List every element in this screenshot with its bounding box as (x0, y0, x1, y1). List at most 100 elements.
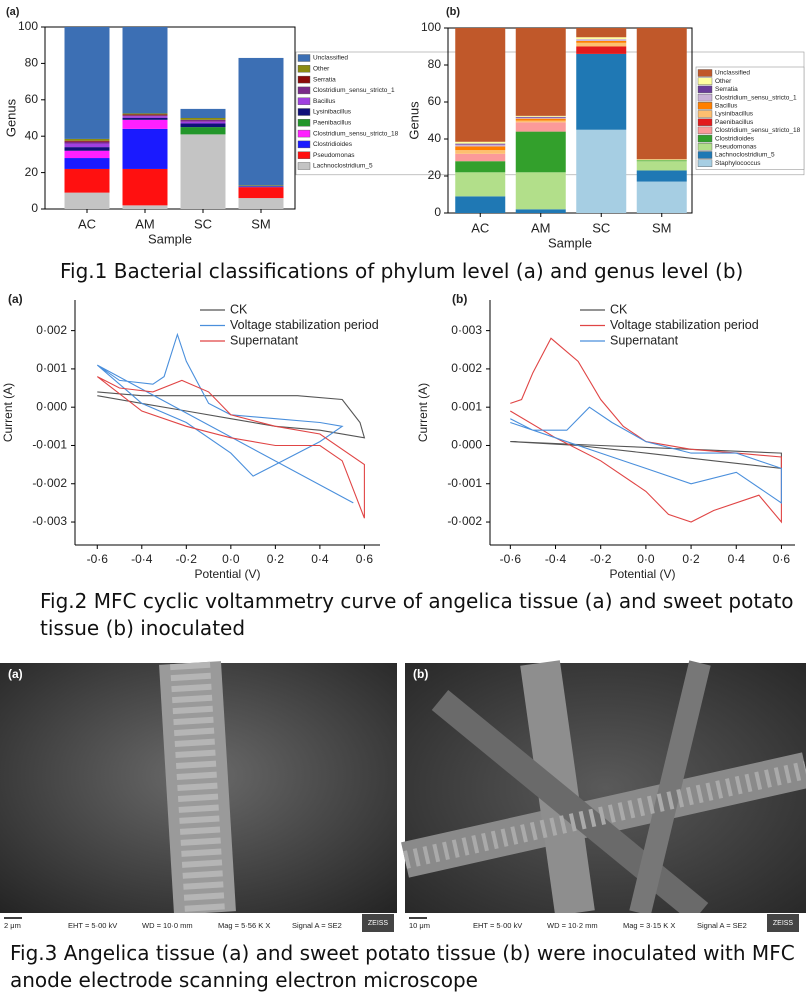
x-tick-label: AC (471, 220, 489, 235)
bar-segment (636, 28, 687, 160)
y-tick-label: -0·003 (32, 514, 67, 528)
legend-label: Voltage stabilization period (610, 318, 759, 332)
x-tick-label: -0·6 (87, 552, 109, 566)
x-tick-label: SC (592, 220, 610, 235)
bar-segment (238, 198, 284, 209)
legend-label: Other (313, 66, 330, 73)
legend-label: Pseudomonas (313, 152, 355, 159)
cv-curve (96, 376, 365, 519)
x-axis-label: Sample (548, 235, 592, 250)
bar-segment (64, 141, 110, 144)
y-tick-label: 0·002 (36, 323, 67, 337)
plot-frame (447, 27, 693, 214)
legend-swatch (297, 97, 311, 105)
bar-segment (576, 129, 627, 213)
legend-swatch (697, 151, 713, 159)
y-tick-label: 100 (421, 20, 441, 34)
legend-label: CK (230, 302, 248, 316)
y-tick-label: 60 (428, 94, 442, 108)
bar-segment (636, 159, 687, 161)
bar-segment (122, 168, 168, 206)
legend-label: Lachnoclostridium_5 (715, 152, 775, 159)
x-tick-label: AM (135, 216, 155, 231)
bar-segment (576, 53, 627, 130)
bar-segment (180, 119, 226, 122)
bar-segment (122, 128, 168, 169)
x-axis-label: Sample (148, 231, 192, 246)
caption: Fig.2 MFC cyclic voltammetry curve of an… (40, 589, 794, 640)
x-tick-label: 0·6 (773, 552, 791, 566)
bar-segment (515, 115, 566, 117)
legend-swatch (297, 108, 311, 116)
x-axis-label: Potential (V) (609, 567, 675, 581)
y-axis-label: Genus (3, 98, 18, 137)
bar-segment (122, 113, 168, 115)
x-tick-label: SC (194, 216, 212, 231)
bar-segment (576, 28, 627, 38)
legend-label: Serratia (715, 86, 738, 93)
panel-label: (b) (446, 6, 460, 18)
y-tick-label: 40 (428, 131, 442, 145)
bar-segment (122, 205, 168, 209)
x-axis-label: Potential (V) (194, 567, 260, 581)
legend-label: Unclassified (715, 70, 750, 77)
y-tick-label: -0·002 (32, 476, 67, 490)
bar-segment (238, 186, 284, 188)
bar-segment (64, 150, 110, 159)
legend-swatch (297, 119, 311, 127)
bar-segment (455, 144, 506, 147)
bar-segment (64, 168, 110, 193)
bar-segment (64, 147, 110, 151)
cv-curve (96, 332, 354, 504)
legend-swatch (297, 75, 311, 84)
bar-segment (122, 27, 168, 114)
x-tick-label: -0·2 (590, 552, 612, 566)
x-tick-label: 0·2 (682, 552, 700, 566)
x-tick-label: 0·6 (356, 552, 374, 566)
legend-label: Unclassified (313, 55, 348, 62)
bar-segment (238, 57, 284, 186)
bar-segment (64, 192, 110, 209)
sem-image-b (401, 660, 806, 933)
legend-label: CK (610, 302, 628, 316)
legend-swatch (697, 102, 713, 110)
sem-brand: ZEISS (773, 920, 794, 927)
x-tick-label: AC (78, 216, 96, 231)
bar-segment (455, 161, 506, 173)
bar-segment (64, 27, 110, 139)
bar-segment (576, 46, 627, 54)
bar-segment (515, 118, 566, 121)
sem-info: EHT = 5·00 kV (473, 921, 522, 930)
bar-segment (455, 141, 506, 144)
panel-label: (a) (6, 6, 20, 18)
bar-segment (180, 108, 226, 118)
brand-box (362, 914, 394, 932)
bar-segment (122, 119, 168, 129)
sem-panel-label: (b) (413, 667, 428, 681)
bar-segment (576, 40, 627, 43)
y-tick-label: -0·001 (32, 438, 67, 452)
legend-label: Clostridium_sensu_stricto_1 (313, 87, 395, 94)
legend-label: Clostridium_sensu_stricto_18 (715, 127, 801, 134)
legend-swatch (297, 65, 311, 73)
brand-box (767, 914, 799, 932)
x-tick-label: SM (652, 220, 672, 235)
y-tick-label: 100 (18, 19, 38, 33)
sem-info: EHT = 5·00 kV (68, 921, 117, 930)
bar-segment (238, 187, 284, 199)
legend-label: Clostridium_sensu_stricto_1 (715, 94, 797, 101)
legend-label: Lysinibacillus (715, 111, 754, 118)
y-tick-label: 0·000 (36, 399, 67, 413)
x-tick-label: 0·0 (222, 552, 240, 566)
legend-swatch (697, 93, 713, 102)
legend-label: Bacillus (715, 103, 738, 110)
legend-swatch (697, 69, 713, 77)
bar-segment (455, 143, 506, 145)
bar-segment (180, 134, 226, 209)
cv-curve (510, 406, 782, 504)
bar-segment (180, 118, 226, 120)
y-tick-label: 0·000 (451, 438, 482, 452)
bar-segment (576, 37, 627, 40)
legend-swatch (297, 54, 311, 62)
bar-segment (64, 138, 110, 141)
